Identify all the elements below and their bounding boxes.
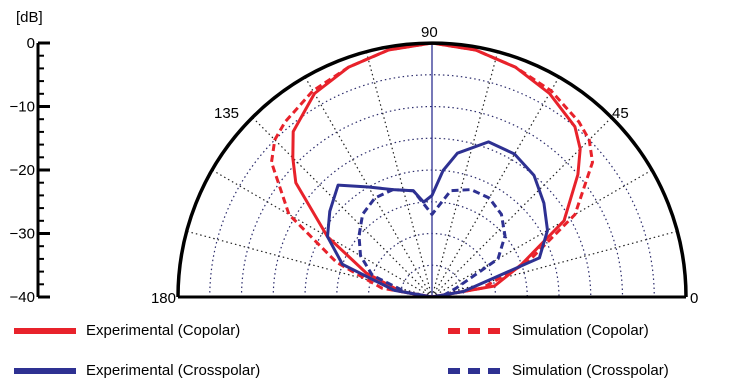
tick-labels: 0 −10 −20 −30 −40 [dB] 0 45 90 135 180 [10, 9, 699, 307]
grid-spoke [211, 169, 433, 298]
legend-item-sim-copolar: Simulation (Copolar) [440, 322, 649, 339]
r-tick-label: −20 [10, 162, 35, 179]
grid-spoke [431, 230, 678, 298]
angle-tick-label: 135 [214, 105, 239, 122]
grid-spoke [431, 169, 653, 298]
grid-spoke [431, 76, 560, 298]
r-tick-label: −30 [10, 226, 35, 243]
grid-spoke [431, 51, 499, 298]
legend-swatch-sim-crosspolar [448, 367, 500, 374]
series-line-2 [326, 140, 549, 299]
r-tick-label: 0 [27, 35, 35, 52]
angle-tick-label: 0 [690, 290, 698, 307]
legend-swatch-sim-copolar [448, 327, 500, 334]
r-tick-label: −40 [10, 289, 35, 306]
grid-arc [209, 74, 655, 298]
grid-spoke [365, 51, 433, 298]
grid-spoke [186, 230, 433, 298]
polar-chart: 0 −10 −20 −30 −40 [dB] 0 45 90 135 180 [10, 9, 699, 307]
r-tick-label: −10 [10, 99, 35, 116]
legend-label-sim-crosspolar: Simulation (Crosspolar) [512, 362, 669, 379]
outer-arc [176, 41, 688, 298]
legend-item-sim-crosspolar: Simulation (Crosspolar) [440, 362, 669, 379]
polar-frame [36, 41, 688, 299]
legend-swatch-exp-copolar [14, 327, 76, 334]
legend-label-exp-crosspolar: Experimental (Crosspolar) [86, 362, 261, 379]
series-line-3 [357, 188, 507, 299]
grid-spoke [251, 116, 433, 298]
r-unit-label: [dB] [16, 9, 43, 26]
legend-item-exp-crosspolar: Experimental (Crosspolar) [14, 362, 260, 379]
angle-tick-label: 90 [421, 24, 438, 41]
angle-tick-label: 180 [151, 290, 176, 307]
legend-swatch-exp-crosspolar [14, 367, 76, 374]
polar-grid [186, 43, 678, 298]
angle-tick-label: 45 [612, 105, 629, 122]
legend-label-exp-copolar: Experimental (Copolar) [86, 322, 241, 339]
legend-label-sim-copolar: Simulation (Copolar) [512, 322, 649, 339]
legend-item-exp-copolar: Experimental (Copolar) [14, 322, 240, 339]
grid-spoke [431, 116, 613, 298]
